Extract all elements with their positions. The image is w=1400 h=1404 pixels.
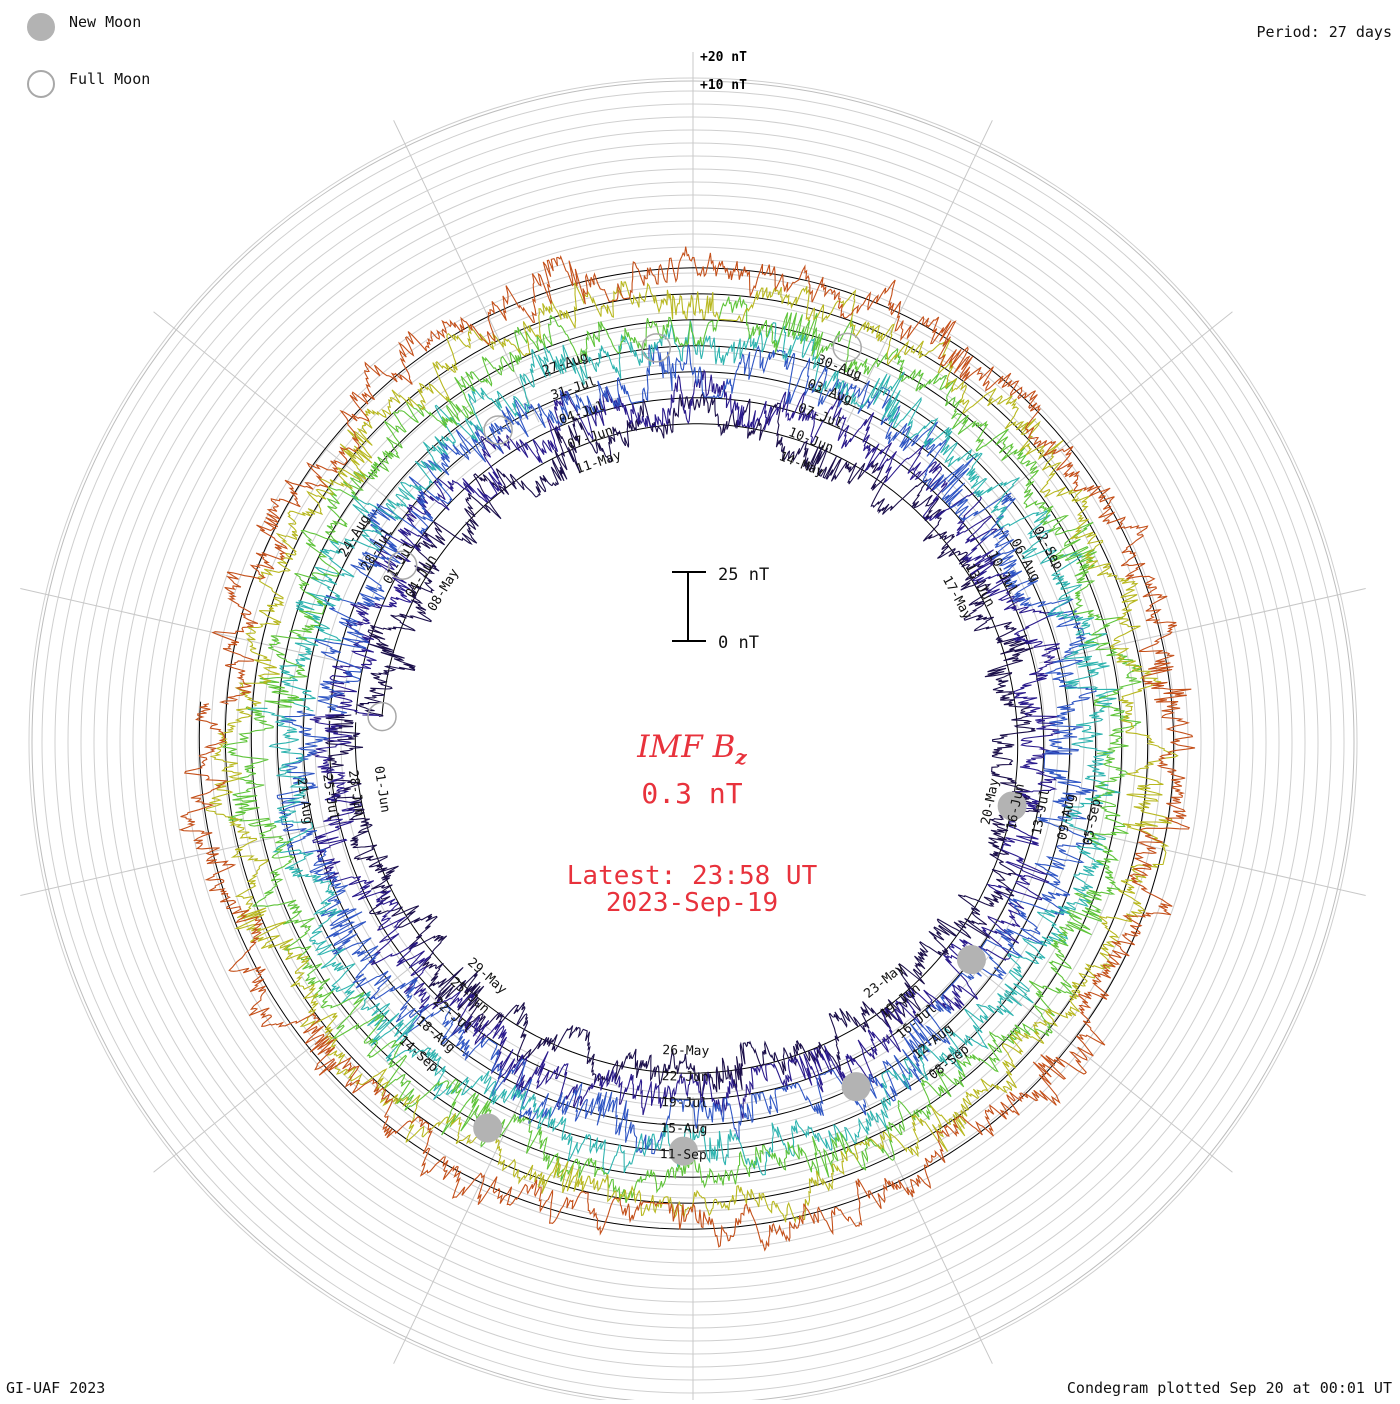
new-moon-marker <box>668 1136 698 1166</box>
baseline-rotation-5 <box>224 293 1149 1204</box>
bz-trace-rotation-6 <box>178 246 1196 1252</box>
full-moon-marker <box>832 332 862 363</box>
date-label: 13-Jul <box>1030 787 1054 836</box>
footer-credit: GI-UAF 2023 <box>6 1379 106 1397</box>
date-label: 10-Jun <box>786 425 835 456</box>
grid-ring <box>340 389 1046 1095</box>
scale-bar-top-label: 25 nT <box>718 565 769 585</box>
date-label: 21-Aug <box>293 777 315 826</box>
grid-spoke <box>153 311 416 522</box>
date-label: 22-Jun <box>662 1069 709 1085</box>
zero-baseline-spiral <box>198 267 1175 1230</box>
full-moon-marker <box>641 333 672 363</box>
date-label: 28-Jun <box>345 769 367 818</box>
footer-plot-time: Condegram plotted Sep 20 at 00:01 UT <box>1066 1379 1392 1397</box>
date-label: 15-Aug <box>660 1121 707 1137</box>
new-moon-icon <box>27 13 55 41</box>
date-label: 31-Jul <box>549 374 598 403</box>
scale-bar: 25 nT 0 nT <box>672 565 769 653</box>
date-label: 25-Jul <box>319 773 341 822</box>
new-moon-marker <box>956 945 986 975</box>
legend-new-moon: New Moon <box>27 13 141 41</box>
legend-new-moon-label: New Moon <box>69 13 142 31</box>
baseline-rotation-6 <box>198 267 1175 1230</box>
new-moon-marker <box>841 1072 871 1102</box>
center-title: IMF Bz <box>636 729 747 769</box>
baseline-rotation-3 <box>276 345 1097 1152</box>
date-label: 01-Jun <box>371 765 393 814</box>
new-moon-marker <box>473 1113 503 1143</box>
date-label: 19-Jul <box>661 1095 708 1111</box>
new-moon-marker <box>997 791 1027 821</box>
scale-bar-bottom-label: 0 nT <box>718 633 759 653</box>
latest-date: 2023-Sep-19 <box>606 888 778 918</box>
grid-spoke <box>393 120 540 423</box>
period-label: Period: 27 days <box>1256 23 1392 41</box>
legend-full-moon: Full Moon <box>27 70 150 98</box>
ring-label-10: +10 nT <box>700 78 747 93</box>
date-label: 11-May <box>574 448 623 477</box>
baseline-rotation-1 <box>328 397 1045 1100</box>
grid-spoke <box>970 962 1233 1173</box>
bz-trace-rotation-0 <box>324 392 1044 1098</box>
full-moon-marker <box>367 701 397 732</box>
date-label: 26-May <box>662 1043 709 1059</box>
bz-series <box>178 246 1196 1252</box>
bz-trace-rotation-5 <box>205 280 1179 1224</box>
radial-spokes <box>20 52 1366 1404</box>
full-moon-marker <box>483 415 513 445</box>
grid-spoke <box>1038 587 1366 664</box>
date-label: 04-Jul <box>557 399 606 428</box>
date-label: 11-Sep <box>660 1147 707 1163</box>
latest-time: Latest: 23:58 UT <box>567 861 818 891</box>
grid-spoke <box>20 820 348 897</box>
grid-spoke <box>846 120 993 423</box>
center-title-main: IMF B <box>636 729 735 765</box>
baseline-rotation-2 <box>302 371 1071 1126</box>
grid-spoke <box>970 311 1233 522</box>
grid-spoke <box>20 587 348 664</box>
full-moon-marker <box>387 550 418 580</box>
bz-trace-rotation-1 <box>309 369 1060 1119</box>
bz-trace-rotation-4 <box>221 294 1142 1203</box>
full-moon-icon <box>27 70 55 98</box>
center-title-sub: z <box>734 745 747 769</box>
moon-phase-markers <box>367 332 1027 1166</box>
center-value: 0.3 nT <box>641 777 742 810</box>
ring-label-20: +20 nT <box>700 50 747 65</box>
legend-full-moon-label: Full Moon <box>69 70 151 88</box>
bz-trace-rotation-2 <box>276 343 1098 1155</box>
